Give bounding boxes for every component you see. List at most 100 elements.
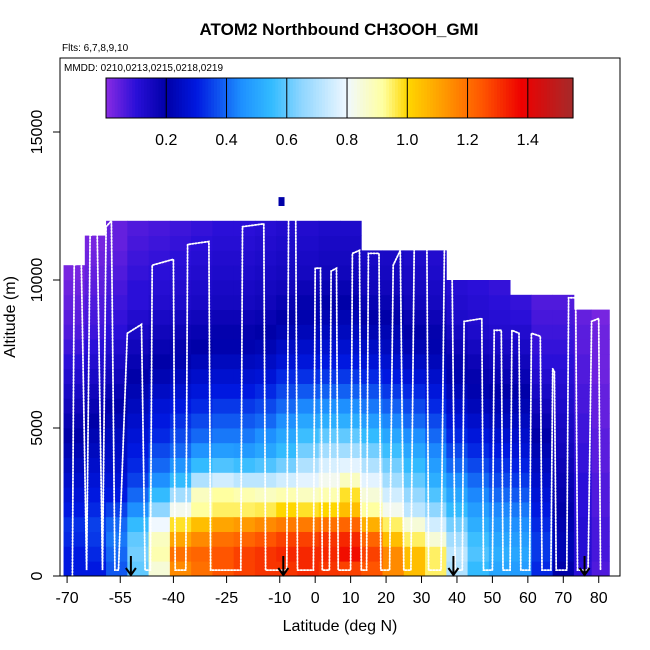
heatmap-cell: [531, 383, 554, 399]
colorbar-swatch: [336, 78, 341, 118]
heatmap-cell: [318, 294, 341, 310]
heatmap-cell: [84, 368, 107, 384]
colorbar-swatch: [473, 78, 478, 118]
heatmap-cell: [488, 324, 511, 340]
heatmap-cell: [63, 457, 86, 473]
heatmap-cell: [318, 220, 341, 236]
heatmap-cell: [233, 487, 256, 503]
colorbar-swatch: [392, 78, 396, 118]
x-axis-label: Latitude (deg N): [283, 618, 398, 635]
heatmap-cell: [361, 294, 383, 310]
heatmap-cell: [488, 294, 511, 310]
heatmap-cell: [382, 368, 405, 384]
colorbar-swatch: [362, 78, 367, 118]
heatmap-cell: [403, 428, 426, 444]
heatmap-cell: [340, 265, 362, 281]
colorbar-swatch: [520, 78, 524, 118]
heatmap-cell: [148, 428, 171, 444]
colorbar-swatch: [304, 78, 308, 118]
colorbar-swatch: [409, 78, 414, 118]
colorbar-swatch: [243, 78, 247, 118]
colorbar-swatch: [389, 78, 393, 118]
heatmap-cell: [297, 220, 320, 236]
heatmap-cell: [510, 368, 532, 384]
heatmap-cell: [254, 250, 277, 266]
colorbar-swatch: [240, 78, 244, 118]
heatmap-cell: [148, 324, 171, 340]
heatmap-cell: [573, 398, 593, 414]
flight-track: [71, 207, 602, 577]
heatmap-cell: [425, 354, 447, 370]
heatmap-cell: [510, 398, 532, 414]
heatmap-cell: [403, 531, 426, 547]
heatmap-cell: [148, 220, 171, 236]
down-arrow-icon: [277, 556, 290, 577]
colorbar-swatch: [158, 78, 163, 118]
colorbar-swatch: [333, 78, 338, 118]
colorbar-swatch: [272, 78, 276, 118]
heatmap-cell: [191, 428, 213, 444]
heatmap-cell: [425, 265, 447, 281]
heatmap-cell: [403, 294, 426, 310]
heatmap-cell: [254, 368, 277, 384]
heatmap-cell: [127, 280, 150, 296]
heatmap-cell: [254, 457, 277, 473]
heatmap-cell: [148, 383, 171, 399]
heatmap-cell: [63, 546, 86, 562]
heatmap-cell: [297, 280, 320, 296]
heatmap-cell: [276, 235, 298, 251]
x-tick-label: 50: [484, 590, 502, 607]
y-tick-label: 10000: [29, 258, 46, 303]
colorbar-swatch: [371, 78, 376, 118]
colorbar-swatch: [523, 78, 527, 118]
heatmap-cell: [106, 398, 128, 414]
heatmap-cell: [63, 561, 86, 577]
heatmap-cell: [106, 442, 128, 458]
colorbar-swatch: [564, 78, 568, 118]
heatmap-cell: [531, 457, 554, 473]
heatmap-cell: [425, 442, 447, 458]
colorbar-swatch: [438, 78, 443, 118]
heatmap-cell: [233, 354, 256, 370]
heatmap-cell: [467, 294, 490, 310]
colorbar-swatch: [301, 78, 306, 118]
heatmap-cell: [127, 368, 150, 384]
heatmap-cell: [573, 383, 593, 399]
heatmap-cell: [446, 457, 468, 473]
heatmap-cell: [510, 516, 532, 532]
heatmap-cell: [361, 561, 383, 577]
heatmap-cell: [488, 398, 511, 414]
y-axis: 0 5000 10000 15000: [29, 110, 60, 580]
colorbar-swatch: [138, 78, 142, 118]
colorbar-swatch: [500, 78, 504, 118]
colorbar-swatch: [514, 78, 519, 118]
heatmap-cell: [127, 220, 150, 236]
heatmap-cell: [106, 383, 128, 399]
colorbar-swatch: [286, 78, 291, 118]
heatmap-cell: [467, 309, 490, 325]
heatmap-cell: [488, 354, 511, 370]
heatmap-cell: [488, 502, 511, 518]
heatmap-cell: [169, 398, 192, 414]
colorbar-swatch: [529, 78, 533, 118]
heatmap-cell: [361, 531, 383, 547]
heatmap-cell: [425, 368, 447, 384]
heatmap-cell: [403, 309, 426, 325]
heatmap-cell: [591, 398, 610, 414]
heatmap-cell: [148, 339, 171, 355]
heatmap-cell: [212, 280, 235, 296]
colorbar-swatch: [155, 78, 160, 118]
chart-title: ATOM2 Northbound CH3OOH_GMI: [200, 20, 479, 39]
colorbar-swatch: [114, 78, 119, 118]
colorbar-swatch: [234, 78, 238, 118]
heatmap-cell: [403, 472, 426, 488]
heatmap-cell: [191, 354, 213, 370]
heatmap-cell: [169, 250, 192, 266]
colorbar-swatch: [228, 78, 233, 118]
colorbar-swatch: [351, 78, 355, 118]
heatmap-cell: [297, 531, 320, 547]
heatmap-cell: [446, 398, 468, 414]
heatmap-cell: [148, 546, 171, 562]
heatmap-cell: [446, 502, 468, 518]
